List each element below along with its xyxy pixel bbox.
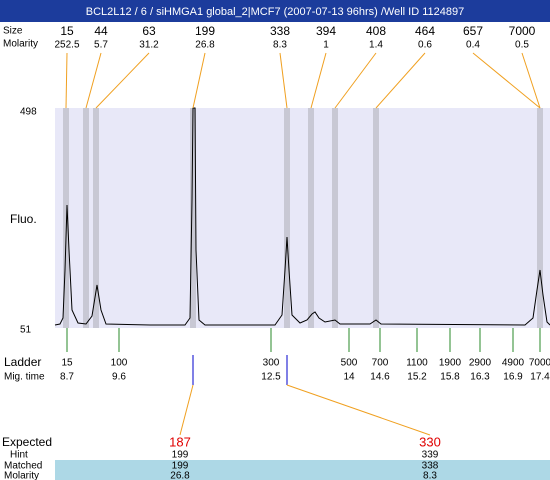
ladder-size: 4900 bbox=[502, 358, 525, 369]
ladder-size: 15 bbox=[61, 358, 73, 369]
y-bottom-label: 51 bbox=[20, 325, 32, 336]
ladder-size: 300 bbox=[263, 358, 280, 369]
expected-value: 330 bbox=[419, 434, 441, 449]
ladder-time: 14.6 bbox=[370, 372, 390, 383]
peak-molarity: 5.7 bbox=[94, 40, 108, 51]
peak-molarity: 252.5 bbox=[54, 40, 79, 51]
peak-size: 657 bbox=[463, 24, 483, 38]
peak-molarity: 26.8 bbox=[195, 40, 215, 51]
size-label: Size bbox=[3, 26, 23, 37]
matched-label: Matched bbox=[4, 461, 42, 472]
peak-band bbox=[537, 108, 543, 328]
peak-size: 464 bbox=[415, 24, 435, 38]
peak-molarity: 0.5 bbox=[515, 40, 529, 51]
hint-value: 199 bbox=[172, 450, 189, 461]
ladder-time: 15.2 bbox=[407, 372, 427, 383]
connector bbox=[179, 384, 194, 436]
ladder-time: 9.6 bbox=[112, 372, 126, 383]
ladder-size: 100 bbox=[111, 358, 128, 369]
peak-connector bbox=[472, 52, 541, 109]
ladder-time: 8.7 bbox=[60, 372, 74, 383]
matched-value: 338 bbox=[422, 461, 439, 472]
peak-band bbox=[284, 108, 290, 328]
ladder-size: 500 bbox=[341, 358, 358, 369]
peak-connector bbox=[334, 52, 377, 109]
peak-molarity: 31.2 bbox=[139, 40, 159, 51]
peak-size: 63 bbox=[142, 24, 156, 38]
expected-value: 187 bbox=[169, 434, 191, 449]
ladder-time: 16.3 bbox=[470, 372, 490, 383]
trace bbox=[54, 107, 550, 326]
plot-area bbox=[55, 108, 550, 328]
peak-molarity: 8.3 bbox=[273, 40, 287, 51]
peak-band bbox=[190, 108, 196, 328]
hint-label: Hint bbox=[10, 450, 28, 461]
peak-band bbox=[332, 108, 338, 328]
ladder-time: 15.8 bbox=[440, 372, 460, 383]
peak-size: 7000 bbox=[509, 24, 536, 38]
ladder-label: Ladder bbox=[4, 355, 41, 369]
peak-band bbox=[63, 108, 69, 328]
title: BCL2L12 / 6 / siHMGA1 global_2|MCF7 (200… bbox=[86, 6, 464, 18]
expected-molarity: 26.8 bbox=[170, 471, 190, 480]
ladder-time: 17.4 bbox=[530, 372, 550, 383]
peak-molarity: 0.4 bbox=[466, 40, 480, 51]
ladder-time: 12.5 bbox=[261, 372, 281, 383]
peak-size: 199 bbox=[195, 24, 215, 38]
ladder-size: 1100 bbox=[406, 358, 428, 369]
peak-size: 338 bbox=[270, 24, 290, 38]
peak-connector bbox=[85, 52, 102, 109]
peak-connector bbox=[65, 52, 68, 109]
peak-connector bbox=[310, 52, 327, 109]
connector bbox=[286, 384, 431, 436]
ladder-time: 14 bbox=[343, 372, 355, 383]
title-bar bbox=[0, 0, 550, 22]
y-top-label: 498 bbox=[20, 107, 37, 118]
peak-band bbox=[93, 108, 99, 328]
peak-molarity: 0.6 bbox=[418, 40, 432, 51]
ladder-size: 700 bbox=[372, 358, 389, 369]
peak-band bbox=[83, 108, 89, 328]
peak-band bbox=[308, 108, 314, 328]
expected-label: Expected bbox=[2, 435, 52, 449]
peak-connector bbox=[375, 52, 426, 109]
ladder-size: 7000 bbox=[529, 358, 550, 369]
matched-band bbox=[55, 460, 550, 480]
peak-connector bbox=[192, 52, 206, 109]
peak-connector bbox=[95, 52, 150, 109]
peak-size: 394 bbox=[316, 24, 336, 38]
ladder-size: 2900 bbox=[469, 358, 492, 369]
peak-band bbox=[373, 108, 379, 328]
mig-time-label: Mig. time bbox=[4, 372, 45, 383]
expected-molarity: 8.3 bbox=[423, 471, 437, 480]
ladder-time: 16.9 bbox=[503, 372, 523, 383]
peak-size: 44 bbox=[94, 24, 108, 38]
peak-molarity: 1.4 bbox=[369, 40, 383, 51]
hint-value: 339 bbox=[422, 450, 439, 461]
peak-molarity: 1 bbox=[323, 40, 329, 51]
matched-value: 199 bbox=[172, 461, 189, 472]
peak-size: 15 bbox=[60, 24, 74, 38]
expected-molarity-label: Molarity bbox=[4, 471, 39, 480]
peak-connector bbox=[279, 52, 288, 109]
y-axis-title: Fluo. bbox=[10, 212, 37, 226]
peak-connector bbox=[521, 52, 541, 109]
ladder-size: 1900 bbox=[439, 358, 462, 369]
peak-size: 408 bbox=[366, 24, 386, 38]
molarity-label: Molarity bbox=[3, 39, 38, 50]
